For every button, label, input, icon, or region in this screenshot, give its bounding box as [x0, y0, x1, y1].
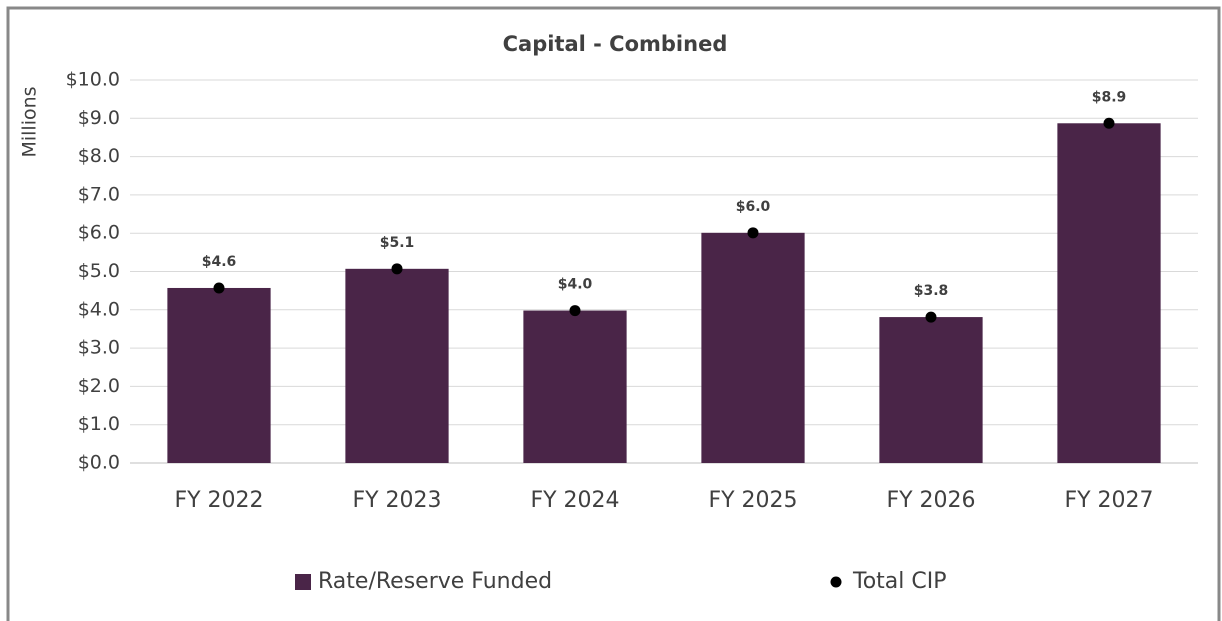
data-label: $4.6	[202, 254, 237, 270]
dot	[213, 282, 225, 294]
y-tick-label: $3.0	[78, 337, 120, 359]
legend-swatch	[830, 576, 842, 588]
y-axis-title: Millions	[19, 86, 41, 157]
dot	[747, 227, 759, 239]
x-tick-label: FY 2022	[174, 488, 263, 513]
data-label: $5.1	[380, 235, 415, 251]
bar	[345, 268, 449, 463]
bar	[523, 310, 627, 463]
chart-title: Capital - Combined	[503, 32, 728, 56]
y-tick-label: $10.0	[66, 69, 120, 91]
data-label: $6.0	[736, 199, 771, 215]
y-tick-label: $8.0	[78, 145, 120, 167]
data-label: $4.0	[558, 277, 593, 293]
legend-swatch	[295, 574, 311, 590]
bar	[701, 232, 805, 463]
y-tick-label: $2.0	[78, 375, 120, 397]
y-tick-label: $4.0	[78, 298, 120, 320]
bar	[879, 317, 983, 463]
x-tick-label: FY 2027	[1064, 488, 1153, 513]
x-tick-label: FY 2023	[352, 488, 441, 513]
x-tick-label: FY 2024	[530, 488, 619, 513]
legend-label: Rate/Reserve Funded	[318, 569, 552, 594]
bar	[1057, 123, 1161, 464]
y-tick-label: $0.0	[78, 452, 120, 474]
legend-label: Total CIP	[852, 569, 947, 594]
y-tick-label: $1.0	[78, 413, 120, 435]
dot	[925, 311, 937, 323]
y-tick-label: $6.0	[78, 222, 120, 244]
y-tick-label: $9.0	[78, 107, 120, 129]
y-tick-label: $7.0	[78, 183, 120, 205]
dot	[569, 305, 581, 317]
x-tick-label: FY 2026	[886, 488, 975, 513]
bar	[167, 287, 271, 463]
x-tick-label: FY 2025	[708, 488, 797, 513]
y-tick-label: $5.0	[78, 260, 120, 282]
data-label: $3.8	[914, 283, 949, 299]
dot	[1103, 117, 1115, 129]
dot	[391, 263, 403, 275]
data-label: $8.9	[1092, 89, 1127, 105]
